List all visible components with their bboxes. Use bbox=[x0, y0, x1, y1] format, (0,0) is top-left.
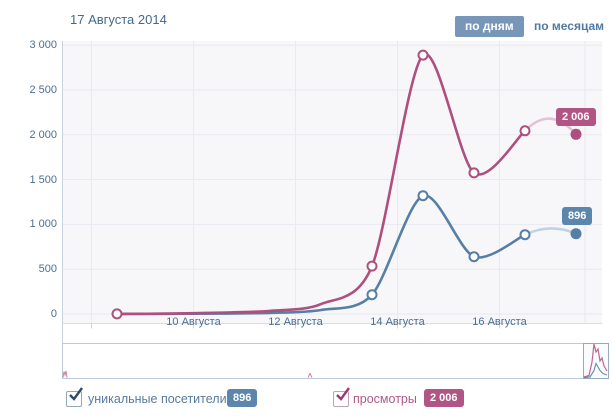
check-icon bbox=[69, 387, 83, 401]
visitors-value-badge: 896 bbox=[562, 207, 593, 225]
views-legend-badge: 2 006 bbox=[424, 389, 464, 407]
hover-date-label: 17 Августа 2014 bbox=[70, 12, 167, 27]
views-checkbox[interactable] bbox=[333, 387, 350, 407]
y-axis-label: 2 500 bbox=[29, 84, 57, 96]
y-axis-label: 1 000 bbox=[29, 218, 57, 231]
range-navigator[interactable] bbox=[62, 343, 609, 379]
plot-area[interactable] bbox=[63, 41, 602, 324]
visitors-legend-badge: 896 bbox=[227, 389, 258, 407]
check-icon bbox=[336, 387, 350, 401]
by-days-button[interactable]: по дням bbox=[455, 16, 524, 37]
y-axis-label: 1 500 bbox=[29, 173, 57, 186]
views-value-badge: 2 006 bbox=[556, 108, 596, 126]
navigator-selected-range[interactable] bbox=[583, 343, 609, 379]
y-axis-label: 0 bbox=[50, 308, 57, 320]
y-axis-label: 500 bbox=[38, 263, 57, 276]
visitors-legend-label[interactable]: уникальные посетители bbox=[88, 392, 227, 406]
views-legend-label[interactable]: просмотры bbox=[353, 392, 417, 406]
visitors-checkbox[interactable] bbox=[66, 387, 83, 407]
by-months-button[interactable]: по месяцам bbox=[534, 19, 605, 33]
y-axis-label: 3 000 bbox=[29, 39, 57, 52]
y-axis-label: 2 000 bbox=[29, 128, 57, 141]
